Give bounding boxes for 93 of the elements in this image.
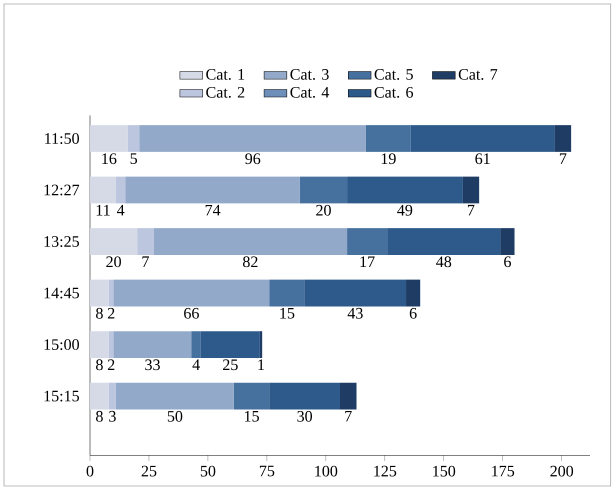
data-label: 15 [280, 308, 294, 319]
data-label: 61 [475, 153, 490, 164]
bar [154, 228, 348, 255]
bar [462, 176, 480, 204]
data-label: 74 [206, 204, 220, 216]
bar [406, 280, 420, 306]
data-label: 11 [96, 204, 110, 216]
data-label: 3 [109, 410, 116, 422]
data-label: 20 [106, 256, 121, 268]
bar [116, 382, 234, 410]
bar [387, 228, 500, 255]
x-tick-label: 100 [315, 466, 338, 477]
data-label: 7 [142, 256, 149, 267]
legend-label: Cat. 3 [290, 69, 329, 80]
legend-label: Cat. 4 [290, 86, 330, 98]
x-tick-label: 0 [86, 466, 94, 477]
bar [108, 382, 116, 410]
data-label: 25 [223, 359, 238, 370]
legend-label: Cat. 5 [374, 69, 413, 80]
bar [90, 228, 138, 255]
bar [234, 382, 270, 410]
y-tick-label: 15:15 [44, 390, 79, 402]
x-tick-label: 50 [200, 466, 216, 477]
bar [191, 331, 201, 358]
data-label: 2 [108, 308, 114, 319]
x-tick-label: 150 [433, 466, 456, 477]
data-label: 6 [410, 308, 417, 319]
bar [269, 382, 340, 410]
data-label: 8 [96, 308, 103, 319]
y-tick-label: 13:25 [44, 236, 79, 247]
y-tick-label: 14:45 [44, 288, 79, 298]
data-label: 96 [245, 153, 260, 164]
data-label: 30 [297, 410, 312, 422]
y-tick-label: 12:27 [44, 184, 80, 196]
data-label: 50 [168, 410, 182, 422]
bar [347, 176, 463, 204]
data-label: 5 [130, 153, 138, 164]
bar [300, 176, 348, 204]
data-label: 7 [345, 410, 352, 422]
data-label: 4 [116, 204, 124, 216]
data-label: 66 [184, 308, 199, 319]
x-tick-label: 125 [374, 466, 396, 476]
legend-label: Cat. 6 [374, 86, 414, 98]
data-label: 19 [382, 153, 396, 164]
bar [90, 382, 109, 410]
data-label: 6 [504, 256, 511, 268]
data-label: 49 [397, 204, 412, 216]
data-label: 43 [348, 308, 363, 319]
x-tick-label: 25 [142, 466, 156, 476]
bar [554, 125, 572, 152]
data-label: 4 [192, 359, 200, 370]
data-label: 2 [108, 359, 114, 370]
y-tick-label: 11:50 [45, 133, 79, 144]
data-label: 17 [360, 256, 375, 267]
bar [347, 228, 388, 255]
bar [108, 331, 114, 358]
data-label: 33 [145, 359, 160, 370]
bar [90, 331, 109, 358]
data-label: 7 [560, 153, 566, 164]
data-label: 7 [468, 204, 474, 216]
bar [128, 125, 140, 152]
bar [500, 228, 515, 255]
bar [200, 331, 260, 358]
data-label: 16 [102, 153, 116, 164]
legend-label: Cat. 2 [206, 86, 244, 98]
bar [108, 280, 114, 306]
data-label: 15 [244, 410, 259, 422]
bar [366, 125, 411, 152]
data-label: 8 [96, 410, 103, 422]
bar [114, 331, 192, 358]
bar [90, 125, 128, 152]
bar [90, 280, 109, 306]
bar [116, 176, 126, 204]
y-tick-label: 15:00 [44, 339, 79, 350]
bar [114, 280, 270, 306]
bar [125, 176, 300, 204]
bar [410, 125, 555, 152]
x-tick-label: 200 [550, 466, 574, 477]
bar [340, 382, 357, 410]
data-label: 8 [96, 359, 103, 370]
bar [90, 176, 116, 204]
x-tick-label: 75 [260, 466, 274, 476]
data-label: 48 [436, 256, 452, 268]
bar [137, 228, 154, 255]
bar [269, 280, 305, 306]
data-label: 20 [316, 204, 331, 216]
data-label: 1 [258, 359, 264, 370]
x-tick-label: 175 [492, 466, 514, 476]
bar [140, 125, 366, 152]
legend-label: Cat. 7 [458, 69, 498, 80]
legend-label: Cat. 1 [206, 69, 244, 80]
bar [304, 280, 406, 306]
data-label: 82 [242, 256, 258, 268]
